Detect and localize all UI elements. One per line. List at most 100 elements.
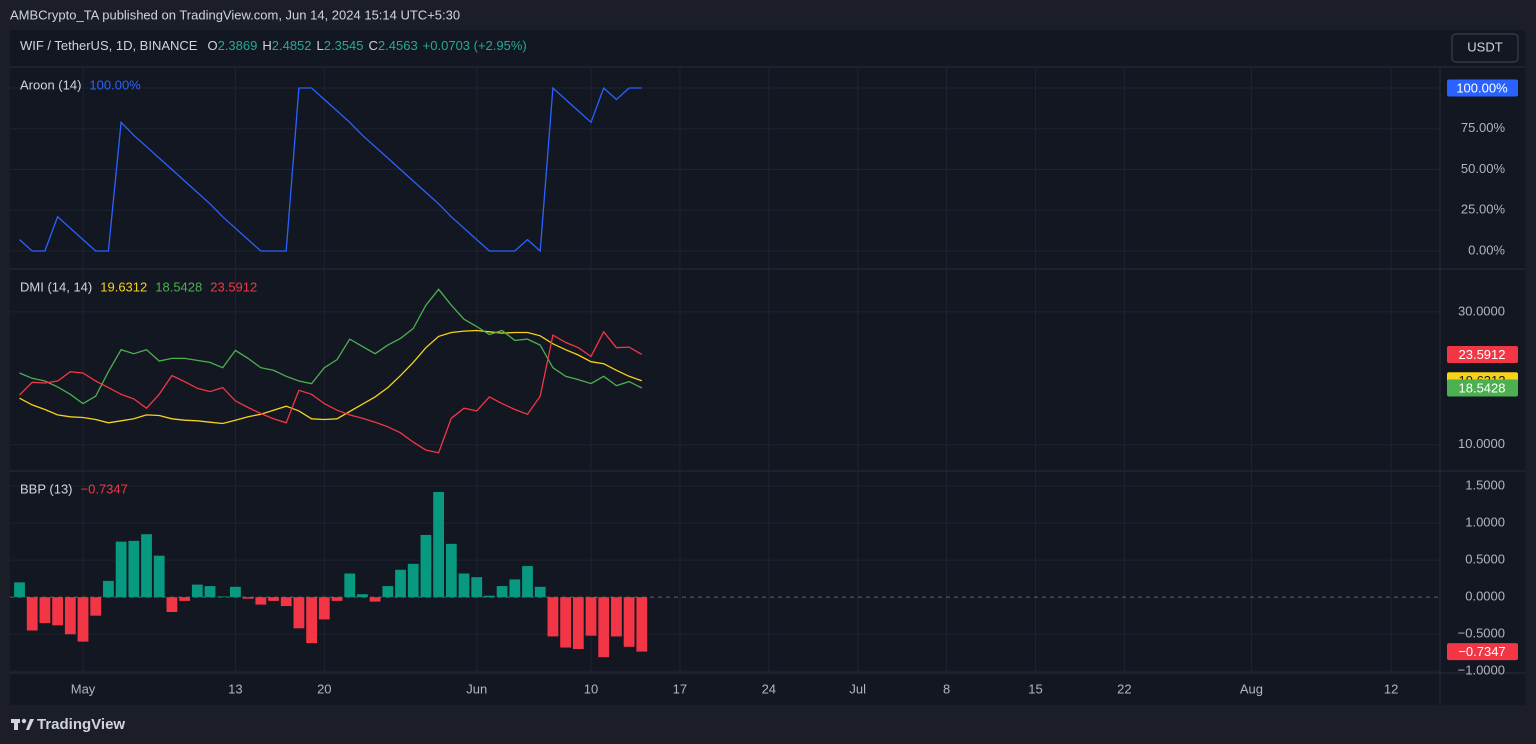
histogram-bar bbox=[331, 597, 343, 601]
histogram-bar bbox=[458, 573, 470, 598]
price-badge-label: 23.5912 bbox=[1459, 347, 1506, 362]
histogram-bar bbox=[522, 566, 533, 598]
price-badge bbox=[1447, 379, 1518, 397]
y-tick-label: 75.00% bbox=[1461, 120, 1506, 135]
x-tick-label: 24 bbox=[762, 681, 776, 696]
currency-button[interactable] bbox=[1451, 33, 1519, 63]
histogram-bar bbox=[306, 597, 318, 644]
symbol-name: WIF / TetherUS, 1D, BINANCE bbox=[20, 38, 198, 53]
y-tick-label: 0.0000 bbox=[1465, 589, 1505, 604]
indicator-title: BBP (13) bbox=[20, 481, 73, 496]
price-badge bbox=[1447, 79, 1518, 97]
price-badge-label: 18.5428 bbox=[1459, 380, 1506, 395]
histogram-bar bbox=[471, 577, 483, 598]
footer-brand: TradingView bbox=[37, 716, 125, 733]
histogram-bar bbox=[420, 534, 432, 598]
indicator-line bbox=[19, 288, 643, 405]
ohlc-value: 2.3869 bbox=[218, 38, 258, 53]
histogram-bar bbox=[128, 540, 140, 598]
histogram-bar bbox=[255, 597, 267, 605]
histogram-bar bbox=[357, 594, 368, 598]
histogram-bar bbox=[141, 534, 152, 598]
y-tick-label: 1.0000 bbox=[1465, 515, 1505, 530]
legend-value: 100.00% bbox=[89, 77, 141, 92]
histogram-bar bbox=[230, 586, 241, 598]
histogram-bar bbox=[153, 555, 165, 598]
histogram-bar bbox=[382, 586, 394, 598]
ohlc-key: O bbox=[207, 38, 217, 53]
y-tick-label: 1.5000 bbox=[1465, 478, 1505, 493]
indicator-line bbox=[19, 329, 643, 425]
x-tick-label: May bbox=[71, 681, 96, 696]
histogram-bar bbox=[547, 597, 559, 637]
indicator-line bbox=[19, 330, 643, 454]
histogram-bar bbox=[611, 597, 622, 637]
histogram-bar bbox=[395, 569, 406, 598]
y-tick-label: 10.0000 bbox=[1458, 436, 1505, 451]
y-tick-label: 50.00% bbox=[1461, 161, 1506, 176]
y-tick-label: 30.0000 bbox=[1458, 303, 1505, 318]
ohlc-value: 2.4852 bbox=[272, 38, 312, 53]
histogram-bar bbox=[572, 597, 584, 650]
x-tick-label: 15 bbox=[1028, 681, 1042, 696]
histogram-bar bbox=[623, 597, 635, 647]
indicator-title: DMI (14, 14) bbox=[20, 279, 92, 294]
y-tick-label: 25.00% bbox=[1461, 202, 1506, 217]
x-tick-label: Aug bbox=[1240, 681, 1263, 696]
x-tick-label: 12 bbox=[1384, 681, 1398, 696]
grid bbox=[10, 68, 1440, 672]
histogram-bar bbox=[318, 597, 330, 620]
x-tick-label: 22 bbox=[1117, 681, 1131, 696]
histogram-bar bbox=[26, 597, 38, 631]
histogram-bar bbox=[344, 573, 356, 598]
indicator-title: Aroon (14) bbox=[20, 77, 81, 92]
histogram-bar bbox=[103, 580, 114, 598]
histogram-bar bbox=[115, 541, 127, 598]
x-tick-label: 20 bbox=[317, 681, 331, 696]
tradingview-logo bbox=[11, 718, 34, 730]
histogram-bar bbox=[433, 492, 445, 598]
ohlc-key: C bbox=[369, 38, 378, 53]
histogram-bar bbox=[636, 597, 648, 652]
histogram-bar bbox=[242, 597, 254, 599]
legend-value: 18.5428 bbox=[155, 279, 202, 294]
histogram-bar bbox=[39, 597, 51, 624]
histogram-bar bbox=[585, 597, 597, 636]
y-tick-label: −0.5000 bbox=[1458, 626, 1505, 641]
ohlc-key: L bbox=[317, 38, 324, 53]
histogram-bar bbox=[560, 597, 572, 648]
ohlc-key: H bbox=[262, 38, 271, 53]
histogram-bar bbox=[217, 596, 229, 598]
histogram-bar bbox=[77, 597, 89, 642]
histogram-bar bbox=[280, 597, 292, 607]
histogram-bar bbox=[52, 597, 64, 626]
histogram-bar bbox=[90, 597, 102, 616]
x-tick-label: Jun bbox=[466, 681, 487, 696]
histogram-bar bbox=[369, 597, 381, 602]
histogram-bar bbox=[268, 597, 279, 601]
histogram-bar bbox=[598, 597, 610, 658]
histogram-bar bbox=[64, 597, 76, 635]
histogram-bar bbox=[293, 597, 305, 629]
ohlc-value: 2.4563 bbox=[378, 38, 418, 53]
legend-value: 23.5912 bbox=[210, 279, 257, 294]
price-badge bbox=[1447, 345, 1518, 363]
symbol-line: WIF / TetherUS, 1D, BINANCE O2.3869 H2.485… bbox=[20, 38, 527, 53]
price-badge-label: 100.00% bbox=[1456, 80, 1508, 95]
histogram-bar bbox=[407, 563, 419, 598]
x-tick-label: 8 bbox=[943, 681, 950, 696]
chart-area bbox=[10, 30, 1525, 705]
histogram-bar bbox=[496, 586, 508, 598]
currency-label[interactable]: USDT bbox=[1467, 39, 1502, 54]
histogram-bar bbox=[179, 597, 191, 601]
legend-value: −0.7347 bbox=[81, 481, 128, 496]
x-tick-label: 13 bbox=[228, 681, 242, 696]
histogram-bar bbox=[509, 579, 521, 598]
price-change: +0.0703 (+2.95%) bbox=[423, 38, 527, 53]
histogram-bar bbox=[14, 582, 25, 598]
x-tick-label: Jul bbox=[849, 681, 866, 696]
indicator-line bbox=[19, 86, 642, 253]
histogram-bar bbox=[204, 586, 216, 598]
histogram-bar bbox=[484, 595, 495, 598]
